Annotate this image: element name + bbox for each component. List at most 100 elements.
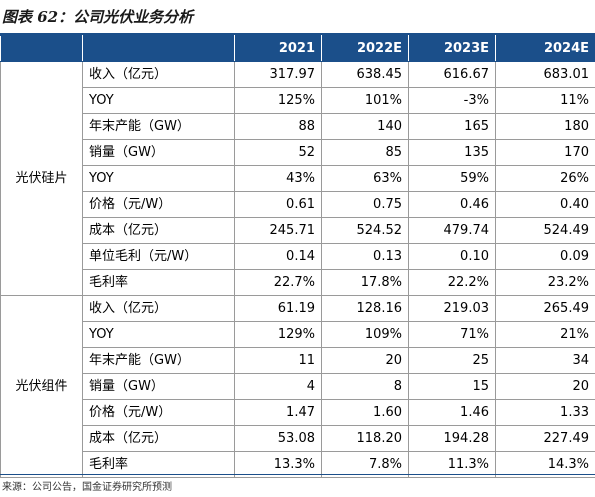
value-cell: 479.74 xyxy=(408,217,496,244)
value-cell: 524.49 xyxy=(495,217,595,244)
value-cell: 11% xyxy=(495,87,595,114)
metric-label: 销量（GW） xyxy=(82,139,235,166)
value-cell: 4 xyxy=(234,373,322,400)
metric-label: 成本（亿元） xyxy=(82,425,235,452)
segment-label: 光伏组件 xyxy=(0,295,83,478)
value-cell: 1.60 xyxy=(321,399,409,426)
footer-divider xyxy=(0,474,595,475)
value-cell: 128.16 xyxy=(321,295,409,322)
value-cell: 0.46 xyxy=(408,191,496,218)
header-year: 2024E xyxy=(495,35,595,62)
metric-label: YOY xyxy=(82,87,235,114)
value-cell: 53.08 xyxy=(234,425,322,452)
value-cell: 0.75 xyxy=(321,191,409,218)
table-body: 光伏硅片 收入（亿元） 317.97 638.45 616.67 683.01 YOY 125… xyxy=(0,61,595,478)
value-cell: 11.3% xyxy=(408,451,496,478)
value-cell: 524.52 xyxy=(321,217,409,244)
value-cell: 170 xyxy=(495,139,595,166)
value-cell: 26% xyxy=(495,165,595,192)
metric-label: 价格（元/W） xyxy=(82,191,235,218)
value-cell: 11 xyxy=(234,347,322,374)
value-cell: 219.03 xyxy=(408,295,496,322)
table-row: YOY 43% 63% 59% 26% xyxy=(1,165,595,192)
value-cell: 59% xyxy=(408,165,496,192)
title-divider xyxy=(0,33,595,35)
value-cell: 118.20 xyxy=(321,425,409,452)
value-cell: 34 xyxy=(495,347,595,374)
value-cell: 317.97 xyxy=(234,61,322,88)
table-row: 价格（元/W） 0.61 0.75 0.46 0.40 xyxy=(1,191,595,218)
table-row: YOY 129% 109% 71% 21% xyxy=(1,321,595,348)
metric-label: 毛利率 xyxy=(82,269,235,296)
metric-label: 单位毛利（元/W） xyxy=(82,243,235,270)
value-cell: -3% xyxy=(408,87,496,114)
value-cell: 0.61 xyxy=(234,191,322,218)
value-cell: 125% xyxy=(234,87,322,114)
value-cell: 15 xyxy=(408,373,496,400)
value-cell: 140 xyxy=(321,113,409,140)
table-row: 成本（亿元） 245.71 524.52 479.74 524.49 xyxy=(1,217,595,244)
value-cell: 129% xyxy=(234,321,322,348)
value-cell: 0.09 xyxy=(495,243,595,270)
table-row: 价格（元/W） 1.47 1.60 1.46 1.33 xyxy=(1,399,595,426)
value-cell: 22.2% xyxy=(408,269,496,296)
header-year: 2021 xyxy=(234,35,322,62)
value-cell: 135 xyxy=(408,139,496,166)
table-row: 销量（GW） 52 85 135 170 xyxy=(1,139,595,166)
metric-label: 毛利率 xyxy=(82,451,235,478)
table-row: 年末产能（GW） 11 20 25 34 xyxy=(1,347,595,374)
value-cell: 265.49 xyxy=(495,295,595,322)
value-cell: 638.45 xyxy=(321,61,409,88)
source-note: 来源：公司公告，国金证券研究所预测 xyxy=(2,482,172,493)
value-cell: 616.67 xyxy=(408,61,496,88)
metric-label: 成本（亿元） xyxy=(82,217,235,244)
value-cell: 63% xyxy=(321,165,409,192)
value-cell: 0.40 xyxy=(495,191,595,218)
metric-label: 年末产能（GW） xyxy=(82,113,235,140)
metric-label: 价格（元/W） xyxy=(82,399,235,426)
value-cell: 25 xyxy=(408,347,496,374)
header-row: 2021 2022E 2023E 2024E xyxy=(0,35,595,62)
value-cell: 23.2% xyxy=(495,269,595,296)
value-cell: 8 xyxy=(321,373,409,400)
value-cell: 0.14 xyxy=(234,243,322,270)
value-cell: 7.8% xyxy=(321,451,409,478)
value-cell: 180 xyxy=(495,113,595,140)
table-row: 毛利率 13.3% 7.8% 11.3% 14.3% xyxy=(1,451,595,478)
table-row: 成本（亿元） 53.08 118.20 194.28 227.49 xyxy=(1,425,595,452)
figure-title: 图表 62：公司光伏业务分析 xyxy=(2,8,194,26)
value-cell: 61.19 xyxy=(234,295,322,322)
value-cell: 101% xyxy=(321,87,409,114)
value-cell: 43% xyxy=(234,165,322,192)
value-cell: 245.71 xyxy=(234,217,322,244)
header-year: 2023E xyxy=(408,35,496,62)
value-cell: 109% xyxy=(321,321,409,348)
value-cell: 22.7% xyxy=(234,269,322,296)
value-cell: 21% xyxy=(495,321,595,348)
table-row: 销量（GW） 4 8 15 20 xyxy=(1,373,595,400)
value-cell: 14.3% xyxy=(495,451,595,478)
metric-label: 收入（亿元） xyxy=(82,295,235,322)
value-cell: 20 xyxy=(321,347,409,374)
table-row: 光伏组件 收入（亿元） 61.19 128.16 219.03 265.49 xyxy=(0,295,595,478)
value-cell: 1.46 xyxy=(408,399,496,426)
metric-label: 年末产能（GW） xyxy=(82,347,235,374)
header-blank-metric xyxy=(82,35,235,62)
metric-label: 销量（GW） xyxy=(82,373,235,400)
metric-label: YOY xyxy=(82,321,235,348)
metric-label: 收入（亿元） xyxy=(82,61,235,88)
segment-label: 光伏硅片 xyxy=(0,61,83,296)
value-cell: 88 xyxy=(234,113,322,140)
table-row: YOY 125% 101% -3% 11% xyxy=(1,87,595,114)
value-cell: 17.8% xyxy=(321,269,409,296)
metric-label: YOY xyxy=(82,165,235,192)
value-cell: 52 xyxy=(234,139,322,166)
table-row: 光伏硅片 收入（亿元） 317.97 638.45 616.67 683.01 xyxy=(0,61,595,296)
table-row: 单位毛利（元/W） 0.14 0.13 0.10 0.09 xyxy=(1,243,595,270)
value-cell: 1.47 xyxy=(234,399,322,426)
value-cell: 194.28 xyxy=(408,425,496,452)
value-cell: 165 xyxy=(408,113,496,140)
value-cell: 0.10 xyxy=(408,243,496,270)
header-year: 2022E xyxy=(321,35,409,62)
value-cell: 227.49 xyxy=(495,425,595,452)
